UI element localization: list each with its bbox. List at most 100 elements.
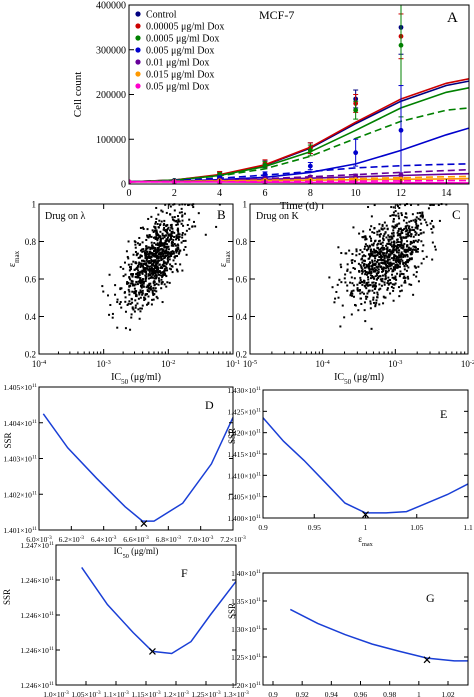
- scatter-point: [412, 239, 415, 242]
- scatter-point: [372, 248, 375, 251]
- scatter-point: [109, 303, 112, 306]
- y-tick-label: 0.8: [25, 237, 37, 247]
- scatter-point: [141, 289, 144, 292]
- scatter-point: [413, 265, 416, 268]
- scatter-point: [163, 257, 166, 260]
- scatter-point: [149, 261, 152, 264]
- scatter-point: [419, 218, 422, 221]
- scatter-point: [337, 296, 340, 299]
- scatter-point: [144, 267, 147, 270]
- scatter-point: [159, 224, 162, 227]
- panel-C: 10-5 10-4 10-3 10-2 0.2 0.4 0.6 0.8 1 IC50 (μg/ml…: [218, 200, 474, 387]
- legend-marker: [135, 83, 141, 89]
- scatter-point: [387, 279, 390, 282]
- scatter-point: [174, 244, 177, 247]
- x-tick-label: 4: [217, 188, 222, 199]
- scatter-point: [139, 307, 142, 310]
- x-tick-label: 7.0×10-3: [188, 535, 214, 544]
- scatter-point: [141, 278, 144, 281]
- x-tick-label: 14: [441, 188, 451, 199]
- scatter-point: [359, 276, 362, 279]
- scatter-point: [188, 203, 191, 206]
- scatter-point: [349, 271, 352, 274]
- scatter-point: [138, 317, 141, 320]
- scatter-point: [156, 297, 159, 300]
- scatter-point: [340, 281, 343, 284]
- scatter-point: [438, 219, 441, 222]
- scatter-point: [410, 233, 413, 236]
- scatter-point: [405, 221, 408, 224]
- scatter-point: [368, 261, 371, 264]
- scatter-point: [370, 239, 373, 242]
- scatter-point: [144, 254, 147, 257]
- scatter-point: [170, 268, 173, 271]
- scatter-point: [157, 267, 160, 270]
- scatter-point: [363, 245, 366, 248]
- scatter-point: [386, 255, 389, 258]
- scatter-point: [191, 204, 194, 207]
- scatter-point: [146, 234, 149, 237]
- scatter-point: [403, 254, 406, 257]
- scatter-point: [153, 242, 156, 245]
- scatter-point: [384, 278, 387, 281]
- scatter-point: [161, 237, 164, 240]
- scatter-point: [147, 217, 150, 220]
- x-tick-label: 1.05: [410, 523, 423, 532]
- scatter-point: [400, 253, 403, 256]
- scatter-point: [407, 246, 410, 249]
- scatter-point: [404, 250, 407, 253]
- scatter-point: [140, 279, 143, 282]
- scatter-point: [375, 301, 378, 304]
- scatter-point: [416, 240, 419, 243]
- scatter-points-B: [101, 203, 221, 331]
- y-tick-label: 1.425×1011: [227, 407, 261, 416]
- scatter-point: [165, 263, 168, 266]
- x-tick-label: 10-5: [243, 359, 257, 370]
- scatter-point: [403, 249, 406, 252]
- scatter-point: [135, 267, 138, 270]
- scatter-point: [346, 284, 349, 287]
- scatter-point: [354, 304, 357, 307]
- scatter-point: [133, 287, 136, 290]
- scatter-point: [164, 230, 167, 233]
- scatter-point: [400, 244, 403, 247]
- scatter-point: [410, 203, 413, 206]
- scatter-point: [412, 245, 415, 248]
- scatter-point: [387, 238, 390, 241]
- scatter-point: [124, 300, 127, 303]
- scatter-point: [370, 252, 373, 255]
- scatter-point: [361, 270, 364, 273]
- scatter-point: [394, 266, 397, 269]
- scatter-point: [143, 299, 146, 302]
- scatter-point: [191, 225, 194, 228]
- scatter-point: [156, 269, 159, 272]
- scatter-point: [163, 222, 166, 225]
- scatter-point: [162, 265, 165, 268]
- x-tick-label: 0.95: [308, 523, 321, 532]
- scatter-point: [388, 250, 391, 253]
- scatter-point: [137, 274, 140, 277]
- scatter-point: [147, 295, 150, 298]
- scatter-point: [434, 248, 437, 251]
- scatter-point: [399, 227, 402, 230]
- scatter-point: [391, 237, 394, 240]
- scatter-point: [404, 263, 407, 266]
- scatter-point: [181, 269, 184, 272]
- x-tick-label: 10-4: [316, 359, 331, 370]
- scatter-point: [157, 277, 160, 280]
- scatter-point: [139, 279, 142, 282]
- scatter-point: [422, 257, 425, 260]
- scatter-point: [111, 312, 114, 315]
- scatter-point: [404, 276, 407, 279]
- scatter-point: [399, 273, 402, 276]
- scatter-point: [406, 255, 409, 258]
- scatter-point: [160, 271, 163, 274]
- x-tick-label: 1.15×10-3: [131, 690, 161, 697]
- scatter-point: [406, 253, 409, 256]
- scatter-point: [403, 268, 406, 271]
- scatter-point: [364, 271, 367, 274]
- scatter-point: [371, 250, 374, 253]
- scatter-point: [176, 229, 179, 232]
- x-tick-label: 1: [417, 690, 421, 697]
- scatter-point: [150, 266, 153, 269]
